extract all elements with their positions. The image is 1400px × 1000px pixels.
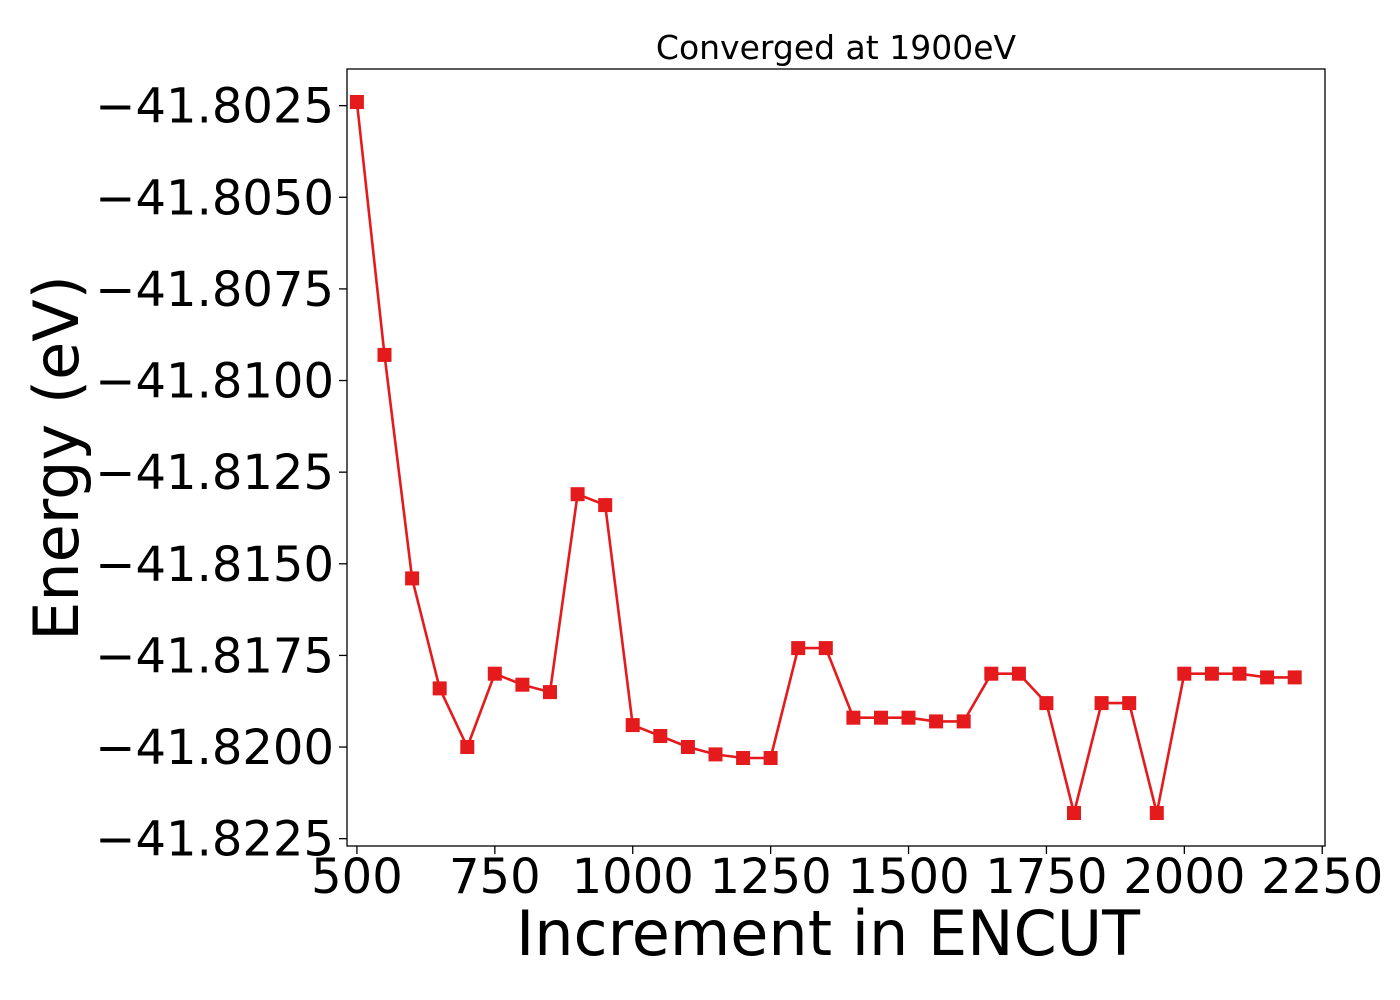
x-tick-label: 500 xyxy=(311,849,403,905)
data-point-marker xyxy=(432,681,447,696)
x-tick-label: 1250 xyxy=(710,849,832,905)
data-point-marker xyxy=(460,740,475,754)
data-point-marker xyxy=(929,714,944,729)
x-tick-label: 2000 xyxy=(1123,849,1245,905)
y-tick-label: −41.8150 xyxy=(95,537,334,593)
data-point-marker xyxy=(846,710,861,725)
data-point-marker xyxy=(1204,666,1219,681)
x-axis-label: Increment in ENCUT xyxy=(516,897,1141,970)
data-point-marker xyxy=(708,747,723,762)
data-point-marker xyxy=(901,710,916,725)
data-point-marker xyxy=(680,740,695,754)
data-point-marker xyxy=(1177,666,1192,681)
y-tick-label: −41.8175 xyxy=(95,628,334,684)
data-point-marker xyxy=(1122,696,1137,711)
data-point-marker xyxy=(736,751,751,765)
data-point-marker xyxy=(598,498,613,513)
y-tick-label: −41.8200 xyxy=(95,720,334,776)
data-point-marker xyxy=(984,666,999,681)
x-tick-label: 1750 xyxy=(985,849,1107,905)
data-point-marker xyxy=(349,95,364,109)
x-tick-label: 2250 xyxy=(1261,849,1383,905)
data-point-marker xyxy=(377,347,392,362)
plot-frame xyxy=(346,68,1326,847)
data-point-marker xyxy=(1232,666,1247,681)
x-tick-label: 750 xyxy=(449,849,541,905)
x-axis-ticks: 500 750 1000 1250 1500 1750 2000 2250 xyxy=(311,846,1383,905)
data-point-marker xyxy=(956,714,971,729)
data-point-marker xyxy=(763,751,778,765)
data-point-marker xyxy=(1260,670,1275,685)
data-point-marker xyxy=(1011,666,1026,681)
data-point-marker xyxy=(874,710,888,725)
data-point-marker xyxy=(543,685,557,700)
chart-title: Converged at 1900eV xyxy=(656,28,1017,67)
y-axis-ticks: −41.8025 −41.8050 −41.8075 −41.8100 −41.8125… xyxy=(95,79,347,868)
y-tick-label: −41.8125 xyxy=(95,445,334,501)
data-point-marker xyxy=(1067,806,1081,820)
data-point-marker xyxy=(791,641,806,656)
y-tick-label: −41.8025 xyxy=(95,79,334,135)
y-tick-label: −41.8075 xyxy=(95,262,334,318)
data-point-marker xyxy=(515,677,530,692)
data-layer xyxy=(349,95,1302,820)
data-point-marker xyxy=(1149,806,1164,820)
data-point-marker xyxy=(1039,696,1054,711)
y-tick-label: −41.8100 xyxy=(95,354,334,410)
data-point-marker xyxy=(1287,670,1302,685)
y-axis-label: Energy (eV) xyxy=(20,275,93,641)
y-tick-label: −41.8050 xyxy=(95,170,334,226)
y-tick-label: −41.8225 xyxy=(95,812,334,868)
x-tick-label: 1000 xyxy=(572,849,694,905)
data-point-marker xyxy=(405,571,420,586)
series-line xyxy=(355,101,1295,814)
data-point-marker xyxy=(818,641,833,656)
data-point-marker xyxy=(487,666,502,681)
data-point-marker xyxy=(1094,696,1109,711)
data-point-marker xyxy=(625,718,640,733)
data-point-marker xyxy=(653,729,668,743)
data-point-marker xyxy=(570,487,585,502)
x-tick-label: 1500 xyxy=(847,849,969,905)
